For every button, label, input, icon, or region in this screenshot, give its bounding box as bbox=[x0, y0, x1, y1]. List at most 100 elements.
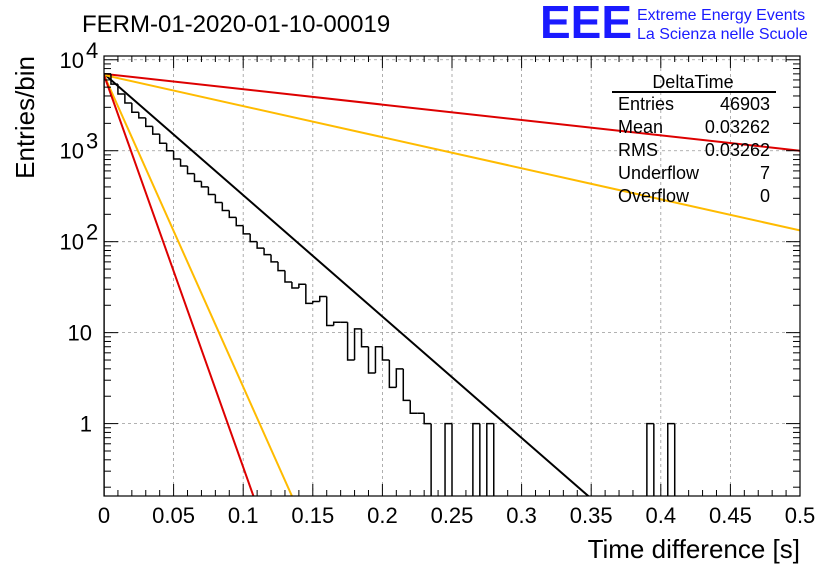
histogram-bin bbox=[402, 368, 411, 402]
histogram-bin bbox=[158, 134, 167, 144]
fit-line bbox=[104, 74, 255, 496]
x-tick-label: 0.15 bbox=[291, 503, 334, 528]
stats-value: 0.03262 bbox=[705, 117, 770, 137]
logo-mark: EEE bbox=[540, 0, 632, 48]
axis-ticks bbox=[103, 56, 801, 496]
histogram-bin bbox=[381, 346, 390, 361]
histogram-bin bbox=[479, 423, 481, 496]
histogram-bin bbox=[124, 94, 132, 104]
x-tick-label: 0.05 bbox=[152, 503, 195, 528]
histogram-bin bbox=[270, 254, 278, 263]
histogram-bin bbox=[305, 284, 313, 305]
stats-value: 46903 bbox=[720, 94, 770, 114]
histogram-bin bbox=[409, 400, 418, 414]
histogram-bin bbox=[346, 322, 355, 361]
histogram-bin bbox=[249, 233, 258, 243]
y-tick-exponent: 3 bbox=[86, 129, 98, 154]
fit-line bbox=[104, 74, 800, 232]
histogram-bin bbox=[493, 423, 495, 496]
histogram-bin bbox=[186, 165, 195, 175]
x-tick-label: 0.5 bbox=[785, 503, 816, 528]
stats-title: DeltaTime bbox=[652, 72, 733, 92]
x-tick-label: 0.45 bbox=[709, 503, 752, 528]
stats-label: Underflow bbox=[618, 163, 700, 183]
histogram-bin bbox=[388, 360, 397, 389]
logo-line2: La Scienza nelle Scuole bbox=[637, 26, 808, 43]
histogram-bin bbox=[179, 159, 188, 167]
fit-line bbox=[104, 74, 293, 496]
histogram-bin bbox=[172, 150, 181, 160]
y-axis-title: Entries/bin bbox=[10, 56, 40, 179]
stats-value: 0 bbox=[760, 186, 770, 206]
y-tick-label: 10 bbox=[60, 139, 84, 164]
histogram-bin bbox=[235, 217, 244, 227]
x-tick-label: 0.3 bbox=[506, 503, 537, 528]
histogram-bin bbox=[221, 202, 230, 212]
histogram-bin bbox=[319, 295, 327, 302]
histogram-bin bbox=[430, 423, 432, 496]
histogram-bin bbox=[165, 143, 174, 152]
x-axis-title: Time difference [s] bbox=[588, 534, 800, 564]
plot-title: FERM-01-2020-01-10-00019 bbox=[82, 11, 390, 38]
histogram-bin bbox=[444, 422, 452, 496]
x-tick-labels: 0 0.05 0.1 0.15 0.2 0.25 0.3 0.35 0.4 0.45 0.5 bbox=[98, 503, 815, 528]
histogram-bin bbox=[673, 423, 676, 496]
histogram-bin bbox=[298, 283, 306, 288]
x-tick-label: 0.25 bbox=[431, 503, 474, 528]
histogram-bin bbox=[451, 423, 453, 496]
histogram-bin bbox=[646, 422, 654, 496]
histogram-bin bbox=[423, 413, 432, 425]
y-tick-label: 10 bbox=[68, 321, 92, 346]
histogram-bin bbox=[653, 423, 655, 496]
histogram-bin bbox=[207, 186, 216, 196]
fit-lines bbox=[104, 72, 800, 496]
histogram-bin bbox=[214, 194, 223, 204]
histogram-bin bbox=[360, 328, 369, 348]
stats-label: Overflow bbox=[618, 186, 690, 206]
x-tick-label: 0.1 bbox=[228, 503, 259, 528]
x-tick-label: 0.2 bbox=[367, 503, 398, 528]
histogram-bin bbox=[200, 181, 209, 188]
stats-label: Mean bbox=[618, 117, 663, 137]
histogram-bin bbox=[353, 328, 362, 361]
x-tick-label: 0.35 bbox=[570, 503, 613, 528]
histogram-bin bbox=[367, 346, 376, 374]
histogram-bin bbox=[325, 296, 334, 327]
stats-value: 7 bbox=[760, 163, 770, 183]
y-tick-exponent: 4 bbox=[86, 38, 98, 63]
histogram-bin bbox=[277, 261, 285, 272]
x-tick-label: 0 bbox=[98, 503, 110, 528]
histogram-bin bbox=[256, 241, 265, 249]
histogram-bin bbox=[138, 112, 146, 119]
histogram-bin bbox=[104, 73, 111, 496]
y-tick-label: 10 bbox=[60, 48, 84, 73]
histogram-bin bbox=[228, 210, 237, 219]
stats-value: 0.03262 bbox=[705, 140, 770, 160]
histogram-bin bbox=[131, 102, 139, 113]
y-tick-label: 10 bbox=[60, 230, 84, 255]
histogram-bin bbox=[291, 282, 299, 289]
y-tick-label: 1 bbox=[80, 412, 92, 437]
histogram-bin bbox=[312, 300, 320, 304]
stats-box: DeltaTime Entries 46903 Mean 0.03262 RMS 0.03… bbox=[612, 72, 776, 206]
logo-line1: Extreme Energy Events bbox=[637, 7, 805, 24]
fit-line bbox=[104, 73, 590, 496]
histogram-bin bbox=[151, 126, 160, 135]
histogram-bin bbox=[667, 422, 675, 496]
stats-label: RMS bbox=[618, 140, 658, 160]
histogram-bin bbox=[145, 117, 153, 128]
histogram-bin bbox=[110, 73, 118, 85]
histogram-bin bbox=[374, 345, 383, 374]
histogram-bin bbox=[117, 84, 125, 95]
histogram-bin bbox=[263, 248, 272, 256]
histogram-bin bbox=[486, 422, 494, 496]
histogram-bin bbox=[193, 173, 202, 183]
histogram-bin bbox=[472, 422, 480, 496]
histogram-bin bbox=[242, 225, 251, 235]
histogram-bin bbox=[332, 321, 341, 326]
histogram-bin bbox=[395, 368, 404, 388]
stats-label: Entries bbox=[618, 94, 674, 114]
y-tick-exponent: 2 bbox=[86, 220, 98, 245]
